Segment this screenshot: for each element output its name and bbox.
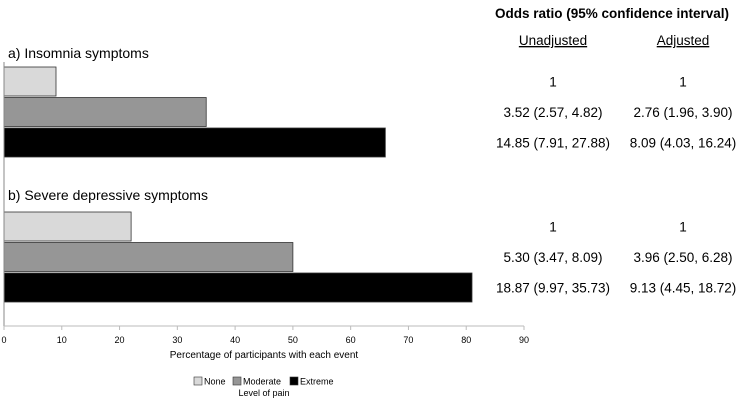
legend-label-moderate: Moderate xyxy=(243,377,281,387)
legend-label-extreme: Extreme xyxy=(300,377,334,387)
x-tick-label: 80 xyxy=(461,335,471,345)
x-tick-label: 50 xyxy=(288,335,298,345)
bars-layer xyxy=(3,66,473,303)
or-adjusted-b-severe-depressive-symptoms-moderate: 3.96 (2.50, 6.28) xyxy=(633,250,732,265)
or-adjusted-b-severe-depressive-symptoms-extreme: 9.13 (4.45, 18.72) xyxy=(630,281,737,296)
x-tick-label: 10 xyxy=(57,335,67,345)
odds-ratio-table: 1 1 3.52 (2.57, 4.82) 2.76 (1.96, 3.90) 14.8… xyxy=(496,75,736,296)
bar-b-severe-depressive-symptoms-none xyxy=(3,211,132,242)
x-tick-label: 60 xyxy=(346,335,356,345)
bar-b-severe-depressive-symptoms-extreme xyxy=(3,272,473,303)
bar-b-severe-depressive-symptoms-moderate xyxy=(3,242,294,272)
or-adjusted-a-insomnia-symptoms-none: 1 xyxy=(679,75,687,90)
panel-title-insomnia: a) Insomnia symptoms xyxy=(8,45,149,61)
legend-swatch-moderate xyxy=(232,376,242,386)
x-tick-label: 30 xyxy=(172,335,182,345)
legend-swatch-extreme xyxy=(289,376,299,386)
legend-swatch-none xyxy=(193,376,203,386)
legend: None Moderate Extreme xyxy=(193,376,334,387)
panel-title-depressive: b) Severe depressive symptoms xyxy=(8,187,208,203)
legend-title: Level of pain xyxy=(238,388,289,398)
x-tick-label: 0 xyxy=(1,335,6,345)
bar-a-insomnia-symptoms-none xyxy=(3,66,57,97)
or-unadjusted-a-insomnia-symptoms-none: 1 xyxy=(549,75,557,90)
or-unadjusted-b-severe-depressive-symptoms-none: 1 xyxy=(549,220,557,235)
or-header: Odds ratio (95% confidence interval) xyxy=(495,6,729,21)
or-unadjusted-b-severe-depressive-symptoms-moderate: 5.30 (3.47, 8.09) xyxy=(503,250,602,265)
or-adjusted-a-insomnia-symptoms-moderate: 2.76 (1.96, 3.90) xyxy=(633,105,732,120)
or-unadjusted-a-insomnia-symptoms-extreme: 14.85 (7.91, 27.88) xyxy=(496,136,610,151)
x-tick-label: 90 xyxy=(519,335,529,345)
x-tick-label: 20 xyxy=(115,335,125,345)
or-column-adjusted: Adjusted xyxy=(657,33,710,48)
bar-a-insomnia-symptoms-moderate xyxy=(3,97,207,127)
x-tick-label: 70 xyxy=(403,335,413,345)
or-unadjusted-b-severe-depressive-symptoms-extreme: 18.87 (9.97, 35.73) xyxy=(496,281,610,296)
or-adjusted-b-severe-depressive-symptoms-none: 1 xyxy=(679,220,687,235)
or-column-unadjusted: Unadjusted xyxy=(519,33,587,48)
bar-a-insomnia-symptoms-extreme xyxy=(3,127,386,158)
or-adjusted-a-insomnia-symptoms-extreme: 8.09 (4.03, 16.24) xyxy=(630,136,737,151)
x-tick-label: 40 xyxy=(230,335,240,345)
legend-label-none: None xyxy=(204,377,226,387)
or-unadjusted-a-insomnia-symptoms-moderate: 3.52 (2.57, 4.82) xyxy=(503,105,602,120)
x-axis-title: Percentage of participants with each eve… xyxy=(170,350,359,361)
x-axis-ticks: 0 10 20 30 40 50 60 70 80 90 xyxy=(1,326,529,345)
